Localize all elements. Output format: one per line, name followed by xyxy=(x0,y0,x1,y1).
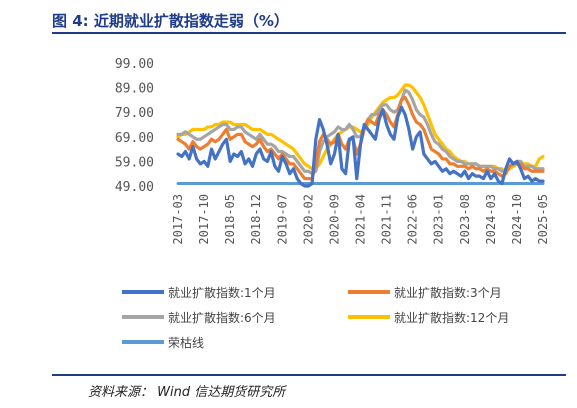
x-tick-label: 2021-04 xyxy=(354,194,368,245)
x-axis: 2017-03 2017-10 2018-05 2018-12 2019-07 2020-… xyxy=(171,194,550,245)
source-divider xyxy=(52,374,566,376)
x-tick-label: 2017-03 xyxy=(171,194,185,245)
y-axis: 99.00 89.00 79.00 69.00 59.00 49.00 xyxy=(115,57,154,195)
y-tick-label: 89.00 xyxy=(115,82,154,97)
x-tick-label: 2017-10 xyxy=(197,194,211,245)
x-tick-label: 2023-08 xyxy=(458,194,472,245)
y-tick-label: 49.00 xyxy=(115,180,154,195)
source-note: 资料来源： Wind 信达期货研究所 xyxy=(88,385,286,400)
legend-label: 就业扩散指数:3个月 xyxy=(394,285,502,300)
x-tick-label: 2023-01 xyxy=(432,194,446,245)
legend-label: 就业扩散指数:1个月 xyxy=(168,285,276,300)
legend-label: 就业扩散指数:12个月 xyxy=(394,310,509,325)
legend-label: 就业扩散指数:6个月 xyxy=(168,310,276,325)
x-tick-label: 2025-05 xyxy=(536,194,550,245)
x-tick-label: 2019-07 xyxy=(275,194,289,245)
series-line xyxy=(176,105,545,188)
x-tick-label: 2024-10 xyxy=(510,194,524,245)
y-tick-label: 59.00 xyxy=(115,155,154,170)
x-tick-label: 2020-09 xyxy=(327,194,341,245)
x-tick-label: 2022-06 xyxy=(406,194,420,245)
y-tick-label: 99.00 xyxy=(115,57,154,72)
series-layer xyxy=(176,83,545,188)
figure-title: 图 4: 近期就业扩散指数走弱（%） xyxy=(52,12,289,30)
title-divider xyxy=(52,32,566,34)
x-tick-label: 2021-11 xyxy=(380,194,394,245)
y-tick-label: 79.00 xyxy=(115,106,154,121)
y-tick-label: 69.00 xyxy=(115,131,154,146)
x-tick-label: 2018-05 xyxy=(223,194,237,245)
x-tick-label: 2024-03 xyxy=(484,194,498,245)
x-tick-label: 2020-02 xyxy=(301,194,315,245)
legend-label: 荣枯线 xyxy=(168,335,204,350)
x-tick-label: 2018-12 xyxy=(249,194,263,245)
